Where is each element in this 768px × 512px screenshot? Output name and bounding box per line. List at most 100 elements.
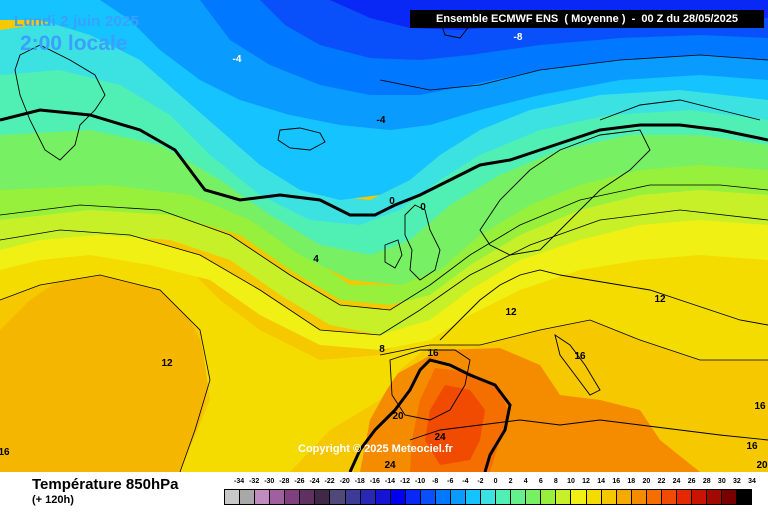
color-scale-swatch — [631, 490, 647, 504]
color-scale-swatch — [390, 490, 406, 504]
contour-label: -8 — [514, 32, 523, 43]
color-scale-swatch — [255, 490, 271, 504]
contour-label: 16 — [754, 401, 766, 412]
color-scale-swatch — [707, 490, 723, 504]
color-scale-swatch — [556, 490, 572, 504]
color-scale-label: -10 — [415, 478, 426, 485]
color-scale-label: 12 — [582, 478, 590, 485]
color-scale-label: 14 — [597, 478, 606, 485]
color-scale-swatch — [661, 490, 677, 504]
color-scale-label: -32 — [249, 478, 260, 485]
color-scale-swatch — [420, 490, 436, 504]
color-scale-swatch — [240, 490, 256, 504]
contour-label: 12 — [654, 294, 666, 305]
color-scale-swatch — [300, 490, 316, 504]
contour-label: 12 — [161, 358, 173, 369]
color-scale-swatch — [270, 490, 286, 504]
color-scale-label: 26 — [687, 478, 696, 485]
color-scale: -34 -32 -30 -28 -26 -24 -22 -20 -18 -16 -14 -12 -10-… — [224, 478, 756, 510]
color-scale-swatch — [586, 490, 602, 504]
color-scale-swatch — [526, 490, 542, 504]
color-scale-label: 4 — [523, 478, 528, 485]
contour-label: 16 — [427, 348, 439, 359]
color-scale-label: -18 — [354, 478, 365, 485]
color-scale-swatch — [646, 490, 662, 504]
color-scale-swatch — [466, 490, 482, 504]
color-scale-label: -8 — [432, 478, 439, 485]
contour-label: 16 — [0, 447, 10, 458]
color-scale-swatch — [405, 490, 421, 504]
contour-label: 16 — [574, 351, 586, 362]
contour-label: 0 — [389, 196, 395, 207]
color-scale-label: 8 — [553, 478, 558, 485]
contour-label: 24 — [384, 460, 396, 471]
color-scale-label: 20 — [642, 478, 651, 485]
color-scale-label: -30 — [264, 478, 275, 485]
color-scale-label: 32 — [733, 478, 741, 485]
color-scale-swatch — [315, 490, 331, 504]
color-scale-label: -22 — [324, 478, 335, 485]
model-header: Ensemble ECMWF ENS ( Moyenne ) - 00 Z du… — [410, 10, 764, 28]
color-scale-swatch — [330, 490, 346, 504]
color-scale-label: 10 — [567, 478, 575, 485]
color-scale-swatch — [345, 490, 361, 504]
color-scale-label: 16 — [612, 478, 621, 485]
color-scale-label: 24 — [672, 478, 681, 485]
color-scale-label: -34 — [234, 478, 245, 485]
color-scale-label: 2 — [508, 478, 513, 485]
color-scale-swatch — [722, 490, 738, 504]
color-scale-swatch — [375, 490, 391, 504]
color-scale-swatch — [511, 490, 527, 504]
contour-label: 0 — [420, 202, 426, 213]
contour-label: -4 — [233, 54, 242, 65]
color-scale-swatch — [737, 490, 752, 504]
color-scale-swatch — [541, 490, 557, 504]
footer-bar: Température 850hPa (+ 120h) -34 -32 -30 -28… — [0, 472, 768, 512]
contour-label: 4 — [313, 254, 319, 265]
contour-label: 24 — [434, 432, 446, 443]
contour-label: 8 — [379, 344, 385, 355]
contour-label: -4 — [377, 115, 386, 126]
color-scale-boxes — [224, 489, 752, 505]
color-scale-label: -28 — [279, 478, 290, 485]
color-scale-label: -12 — [399, 478, 411, 485]
color-scale-swatch — [225, 490, 241, 504]
color-scale-swatch — [691, 490, 707, 504]
color-scale-label: -6 — [447, 478, 454, 485]
color-scale-label: -4 — [462, 478, 469, 485]
color-scale-swatch — [616, 490, 632, 504]
field-title: Température 850hPa — [32, 476, 179, 493]
color-scale-label: -2 — [477, 478, 484, 485]
color-scale-label: -16 — [369, 478, 380, 485]
contour-label: 20 — [392, 411, 404, 422]
temperature-map: -8 -4 -4 0 0 4 8 12 12 12 16 16 16 16 16 20 24 24 20 — [0, 0, 768, 472]
color-scale-swatch — [601, 490, 617, 504]
color-scale-label: -20 — [339, 478, 350, 485]
color-scale-swatch — [676, 490, 692, 504]
contour-label: 20 — [756, 460, 768, 471]
contour-label: 16 — [746, 441, 758, 452]
color-scale-label: 6 — [538, 478, 543, 485]
color-scale-label: -24 — [309, 478, 320, 485]
color-scale-label: 22 — [657, 478, 666, 485]
color-scale-label: -26 — [294, 478, 305, 485]
forecast-range: (+ 120h) — [32, 494, 74, 506]
color-scale-label: 30 — [717, 478, 726, 485]
valid-date: Lundi 2 juin 2025 — [14, 13, 140, 30]
contour-label: 12 — [505, 307, 517, 318]
color-scale-labels: -34 -32 -30 -28 -26 -24 -22 -20 -18 -16 -14 -12 -10-… — [224, 478, 756, 488]
color-scale-swatch — [481, 490, 497, 504]
color-scale-label: -14 — [384, 478, 395, 485]
color-scale-label: 18 — [627, 478, 636, 485]
color-scale-label: 28 — [702, 478, 711, 485]
copyright-text: Copyright © 2025 Meteociel.fr — [298, 443, 453, 455]
color-scale-swatch — [496, 490, 512, 504]
color-scale-swatch — [285, 490, 301, 504]
color-scale-swatch — [571, 490, 587, 504]
color-scale-swatch — [435, 490, 451, 504]
color-scale-label: 0 — [493, 478, 498, 485]
color-scale-label: 34 — [748, 478, 756, 485]
color-scale-swatch — [360, 490, 376, 504]
valid-time: 2:00 locale — [20, 32, 128, 55]
color-scale-swatch — [450, 490, 466, 504]
